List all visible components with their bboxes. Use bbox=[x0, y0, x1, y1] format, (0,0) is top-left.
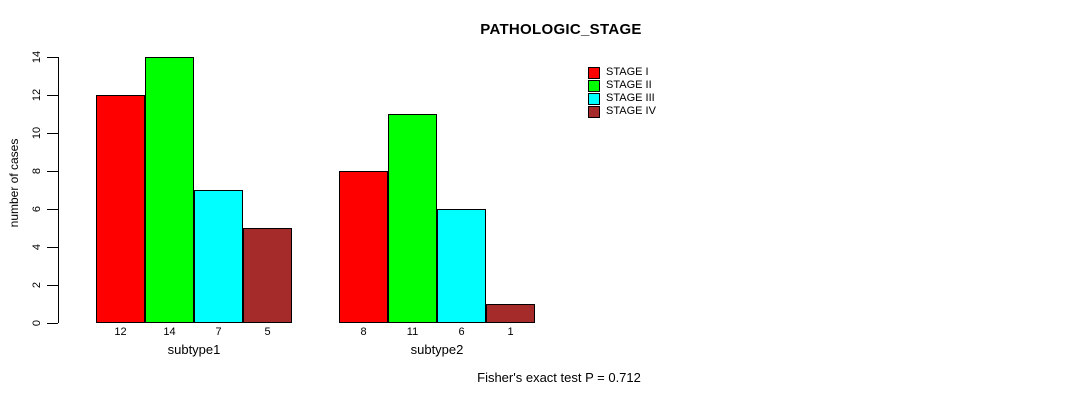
y-axis-line bbox=[58, 57, 59, 323]
y-tick-label: 10 bbox=[31, 126, 43, 140]
y-tick-mark bbox=[47, 247, 58, 248]
bar-subtype2-stage-iii bbox=[437, 209, 486, 323]
bar-subtype1-stage-iii bbox=[194, 190, 243, 323]
y-tick-mark bbox=[47, 285, 58, 286]
y-tick-mark bbox=[47, 57, 58, 58]
y-tick-mark bbox=[47, 209, 58, 210]
legend-swatch bbox=[588, 92, 600, 105]
group-label-subtype2: subtype2 bbox=[410, 342, 464, 357]
legend-label: STAGE IV bbox=[606, 105, 656, 117]
y-tick-label: 0 bbox=[31, 319, 43, 327]
bar-value-label: 12 bbox=[114, 326, 127, 338]
bar-subtype2-stage-iv bbox=[486, 304, 535, 323]
y-tick-label: 2 bbox=[31, 281, 43, 289]
y-tick-mark bbox=[47, 323, 58, 324]
y-tick-label: 8 bbox=[31, 167, 43, 175]
y-tick-mark bbox=[47, 171, 58, 172]
legend-swatch bbox=[588, 105, 600, 118]
legend-swatch bbox=[588, 79, 600, 92]
y-tick-label: 4 bbox=[31, 243, 43, 251]
bar-value-label: 14 bbox=[163, 326, 176, 338]
y-axis-label: number of cases bbox=[7, 138, 21, 228]
y-tick-mark bbox=[47, 133, 58, 134]
legend-entry-stage-iii: STAGE III bbox=[588, 92, 656, 105]
stat-annotation: Fisher's exact test P = 0.712 bbox=[477, 370, 641, 385]
legend-label: STAGE I bbox=[606, 66, 649, 78]
bar-value-label: 7 bbox=[215, 326, 222, 338]
legend-entry-stage-iv: STAGE IV bbox=[588, 105, 656, 118]
legend-label: STAGE III bbox=[606, 92, 655, 104]
legend: STAGE I STAGE II STAGE III STAGE IV bbox=[588, 66, 656, 118]
legend-entry-stage-i: STAGE I bbox=[588, 66, 656, 79]
legend-label: STAGE II bbox=[606, 79, 652, 91]
bar-subtype1-stage-ii bbox=[145, 57, 194, 323]
bar-value-label: 6 bbox=[458, 326, 465, 338]
bar-value-label: 11 bbox=[406, 326, 419, 338]
chart-title: PATHOLOGIC_STAGE bbox=[480, 21, 642, 38]
bar-value-label: 8 bbox=[360, 326, 367, 338]
y-tick-mark bbox=[47, 95, 58, 96]
legend-entry-stage-ii: STAGE II bbox=[588, 79, 656, 92]
bar-subtype1-stage-iv bbox=[243, 228, 292, 323]
bar-value-label: 1 bbox=[507, 326, 514, 338]
bar-subtype2-stage-ii bbox=[388, 114, 437, 323]
y-tick-label: 14 bbox=[31, 50, 43, 64]
y-tick-label: 12 bbox=[31, 88, 43, 102]
bar-value-label: 5 bbox=[264, 326, 271, 338]
y-tick-label: 6 bbox=[31, 205, 43, 213]
group-label-subtype1: subtype1 bbox=[167, 342, 221, 357]
bar-subtype1-stage-i bbox=[96, 95, 145, 323]
bar-subtype2-stage-i bbox=[339, 171, 388, 323]
legend-swatch bbox=[588, 66, 600, 79]
